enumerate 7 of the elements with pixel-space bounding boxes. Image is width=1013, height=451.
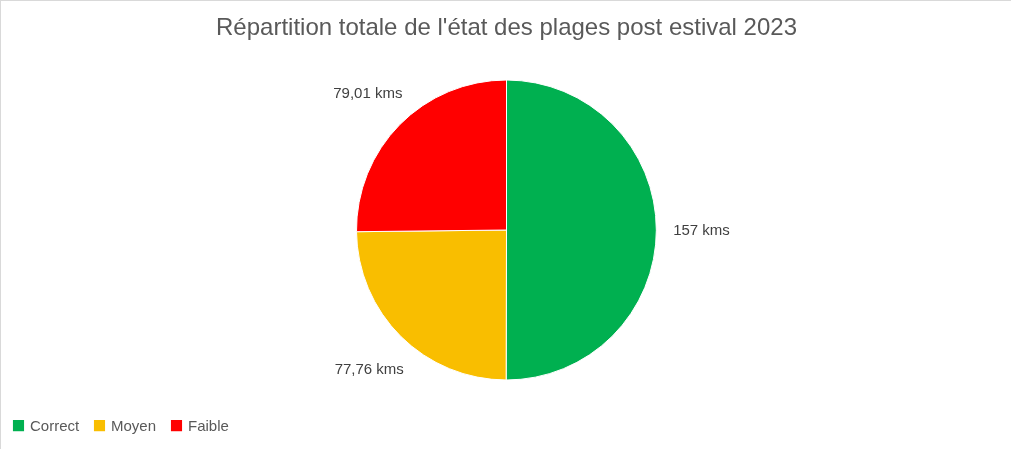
legend-label: Moyen bbox=[111, 416, 157, 434]
data-label: 79,01 kms bbox=[333, 83, 403, 101]
legend-label: Faible bbox=[188, 416, 229, 434]
legend-label: Correct bbox=[30, 416, 81, 434]
data-label: 77,76 kms bbox=[334, 359, 404, 377]
data-label: 157 kms bbox=[673, 221, 730, 239]
chart-title: Répartition totale de l'état des plages post estival 2023 bbox=[216, 13, 797, 40]
